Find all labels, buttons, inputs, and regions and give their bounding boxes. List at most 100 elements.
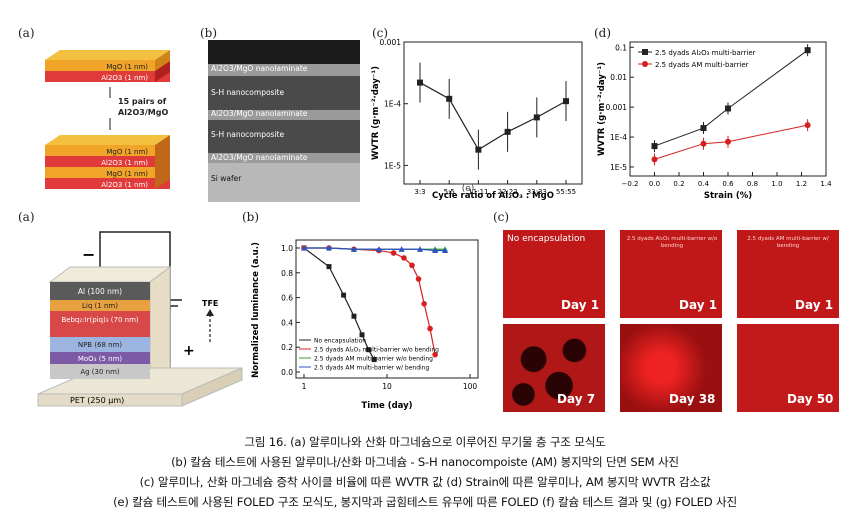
d-ytick-label: 1E-4 [610,133,627,142]
l-point [325,245,332,251]
c-series-line [419,82,567,151]
d-point [725,105,731,112]
caption-line: (e) 칼슘 테스트에 사용된 FOLED 구조 모식도, 봉지막과 굽힘테스트… [113,495,737,509]
layer-label: MgO (1 nm) [106,148,148,156]
l-ytick-label: 1.0 [281,244,293,253]
day-label: Day 38 [669,392,716,406]
l-ytick-label: 0.0 [281,368,293,377]
day-label: Day 1 [795,298,834,312]
c-ytick-label: 1E-4 [384,100,401,109]
panel-label-a-top: (a) [18,26,35,40]
d-point [804,122,811,129]
c-point [504,128,511,135]
l-ytick-label: 0.2 [281,343,293,352]
foled-layer: Liq (1 nm) [82,302,118,310]
foled-layer: Ag (30 nm) [80,368,120,376]
photo-title: No encapsulation [507,234,586,244]
day-label: Day 50 [787,392,834,406]
d-series-line [654,124,808,160]
layer-label: Al2O3 (1 nm) [101,159,148,167]
sem-label: Al2O3/MgO nanolaminate [211,153,308,162]
panel-label-d-top: (d) [594,26,612,40]
d-ytick-label: 1E-5 [610,163,627,172]
d-legend-2: 2.5 dyads AM multi-barrier [655,61,749,69]
l-point [417,246,424,252]
pairs-label: Al2O3/MgO [118,108,168,117]
c-xtick-label: 33:33 [527,188,547,196]
panel-label-c-top: (c) [372,26,389,40]
l-ylabel: Normalized luminance (a.u.) [251,242,261,378]
c-xtick-label: 22:22 [498,188,518,196]
minus-sign: − [82,245,95,264]
photo-no-encap-day7 [503,324,605,412]
l-ytick-label: 0.8 [281,269,293,278]
l-xlabel: Time (day) [361,401,412,411]
panel-label-c-bot: (c) [493,210,510,224]
c-xtick-label: 5:5 [444,188,455,196]
day-label: Day 7 [557,392,596,406]
photo-am-day1 [737,230,839,318]
foled-layer: Al (100 nm) [78,287,122,296]
layer-stack-schematic: MgO (1 nm) Al2O3 (1 nm) 15 pairs of Al2O… [45,50,170,189]
foled-layer: MoO₃ (5 nm) [78,355,123,363]
c-ytick-label: 0.001 [380,38,402,47]
d-xtick-label: 0.6 [722,180,734,188]
l-xtick-label: 10 [382,382,392,391]
c-xtick-label: 55:55 [556,188,576,196]
d-ylabel: WVTR (g·m⁻²·day⁻¹) [597,62,607,156]
l-point [390,250,397,256]
foled-layer: Bebq₂:Ir(piq)₃ (70 nm) [61,316,139,324]
substrate-label: PET (250 μm) [70,396,124,405]
l-xtick-label: 100 [463,382,478,391]
c-xtick-label: 11:11 [468,188,488,196]
photo-al2o3-day1 [620,230,722,318]
d-xtick-label: 0.4 [698,180,710,188]
day-label: Day 1 [679,298,718,312]
plus-sign: + [183,343,195,359]
l-legend-label: 2.5 dyads Al₂O₃ multi-barrier w/o bendin… [314,347,439,354]
l-point [350,246,357,252]
layer-label: Al2O3 (1 nm) [101,74,148,82]
c-ytick-label: 1E-5 [384,161,401,170]
l-point [301,245,307,251]
photo-no-encap-day1 [503,230,605,318]
d-xtick-label: 0.8 [747,180,758,188]
l-point [398,246,405,252]
overlay-label: (e) [462,184,475,194]
l-ytick-label: 0.4 [281,318,293,327]
photo-am-day50 [737,324,839,412]
l-point [401,255,407,261]
d-ytick-label: 0.1 [615,43,627,52]
c-point [475,146,482,153]
d-ytick-label: 0.001 [606,103,628,112]
l-series-line [304,247,446,252]
c-point [417,79,423,86]
c-xtick-label: 3:3 [414,188,425,196]
photo-al2o3-day38 [620,324,722,412]
c-point [446,95,453,102]
l-point [375,246,382,252]
l-ytick-label: 0.6 [281,294,293,303]
d-xtick-label: 1.4 [820,180,832,188]
pairs-label: 15 pairs of [118,97,167,106]
sem-label: Si wafer [211,174,242,183]
d-xtick-label: −0.2 [622,180,639,188]
d-point [725,138,731,145]
c-ylabel: WVTR (g·m⁻²·day⁻¹) [371,66,381,160]
layer-label: MgO (1 nm) [106,170,148,178]
l-point [351,313,357,319]
d-point [651,143,658,150]
l-legend-label: 2.5 dyads AM multi-barrier w/o bending [314,356,433,363]
panel-label-b-top: (b) [200,26,218,40]
l-point [421,301,427,307]
layer-label: Al2O3 (1 nm) [101,181,148,189]
foled-photos: No encapsulation Day 1 2.5 dyads Al₂O₃ m… [503,230,843,412]
photo-title: 2.5 dyads Al₂O₃ multi-barrier w/o bendin… [626,236,718,249]
wvtr-vs-strain-chart: 0.1 0.01 0.001 1E-4 1E-5 −0.2 0.0 0.2 0.4 0.6 0.8 1… [597,41,832,201]
panel-label-b-bot: (b) [242,210,260,224]
foled-layer: NPB (68 nm) [78,341,123,349]
c-xlabel: Cycle ratio of Al₂O₃ : MgO [432,191,554,201]
l-point [326,264,332,270]
l-point [366,347,372,353]
